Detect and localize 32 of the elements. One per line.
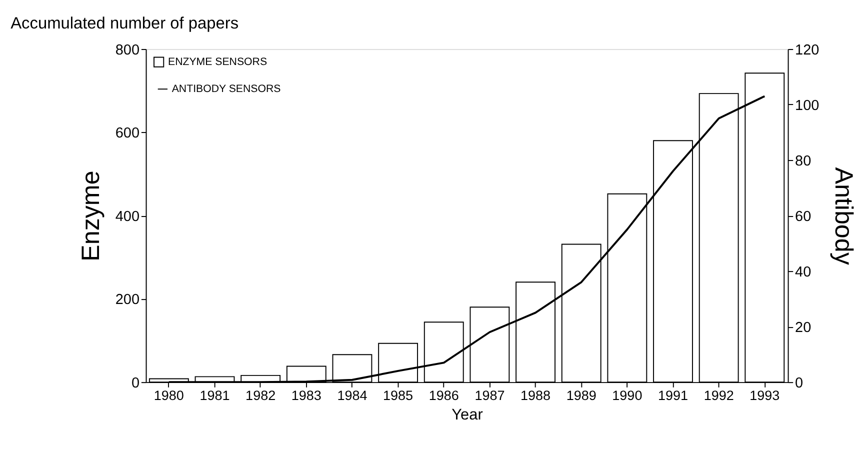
x-tick-label: 1988	[520, 388, 551, 403]
chart-title: Accumulated number of papers	[10, 14, 239, 33]
y2-tick-label: 100	[795, 98, 820, 114]
y-tick-label: 600	[115, 126, 140, 142]
y2-tick-label: 60	[795, 208, 812, 225]
y2-axis-title: Antibody	[830, 167, 858, 266]
y-axis-title: Enzyme	[76, 170, 105, 262]
x-tick-label: 1985	[383, 388, 414, 403]
x-axis-title: Year	[452, 406, 483, 424]
x-tick-label: 1989	[566, 388, 596, 403]
x-tick-label: 1993	[750, 388, 780, 403]
y-tick-label: 0	[131, 375, 140, 392]
x-tick-label: 1992	[704, 388, 734, 403]
x-tick-label: 1982	[246, 388, 276, 403]
y2-tick-label: 0	[795, 375, 804, 392]
x-tick-label: 1987	[474, 388, 505, 403]
x-tick-label: 1984	[337, 388, 368, 403]
x-tick-label: 1980	[154, 388, 184, 403]
y-tick-label: 800	[115, 42, 140, 58]
x-tick-label: 1986	[428, 388, 459, 403]
y2-tick-label: 40	[795, 264, 812, 280]
y-tick-label: 200	[115, 292, 140, 308]
y-tick-label: 400	[115, 208, 140, 225]
x-tick-label: 1981	[200, 388, 230, 403]
legend-label: ENZYME SENSORS	[168, 56, 268, 68]
y2-tick-label: 20	[795, 320, 812, 336]
legend-label: ANTIBODY SENSORS	[172, 82, 281, 95]
x-tick-label: 1990	[612, 388, 642, 403]
x-tick-label: 1983	[291, 388, 322, 403]
x-tick-label: 1991	[658, 388, 688, 403]
y2-tick-label: 80	[795, 153, 812, 170]
y2-tick-label: 120	[795, 42, 820, 58]
